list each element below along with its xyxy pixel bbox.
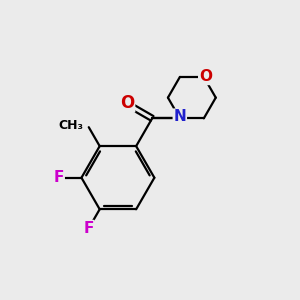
Text: CH₃: CH₃ [58,119,83,132]
Text: O: O [120,94,134,112]
Text: N: N [173,110,186,124]
Text: O: O [199,69,212,84]
Text: F: F [54,170,64,185]
Text: F: F [84,220,94,236]
Text: N: N [173,110,186,124]
